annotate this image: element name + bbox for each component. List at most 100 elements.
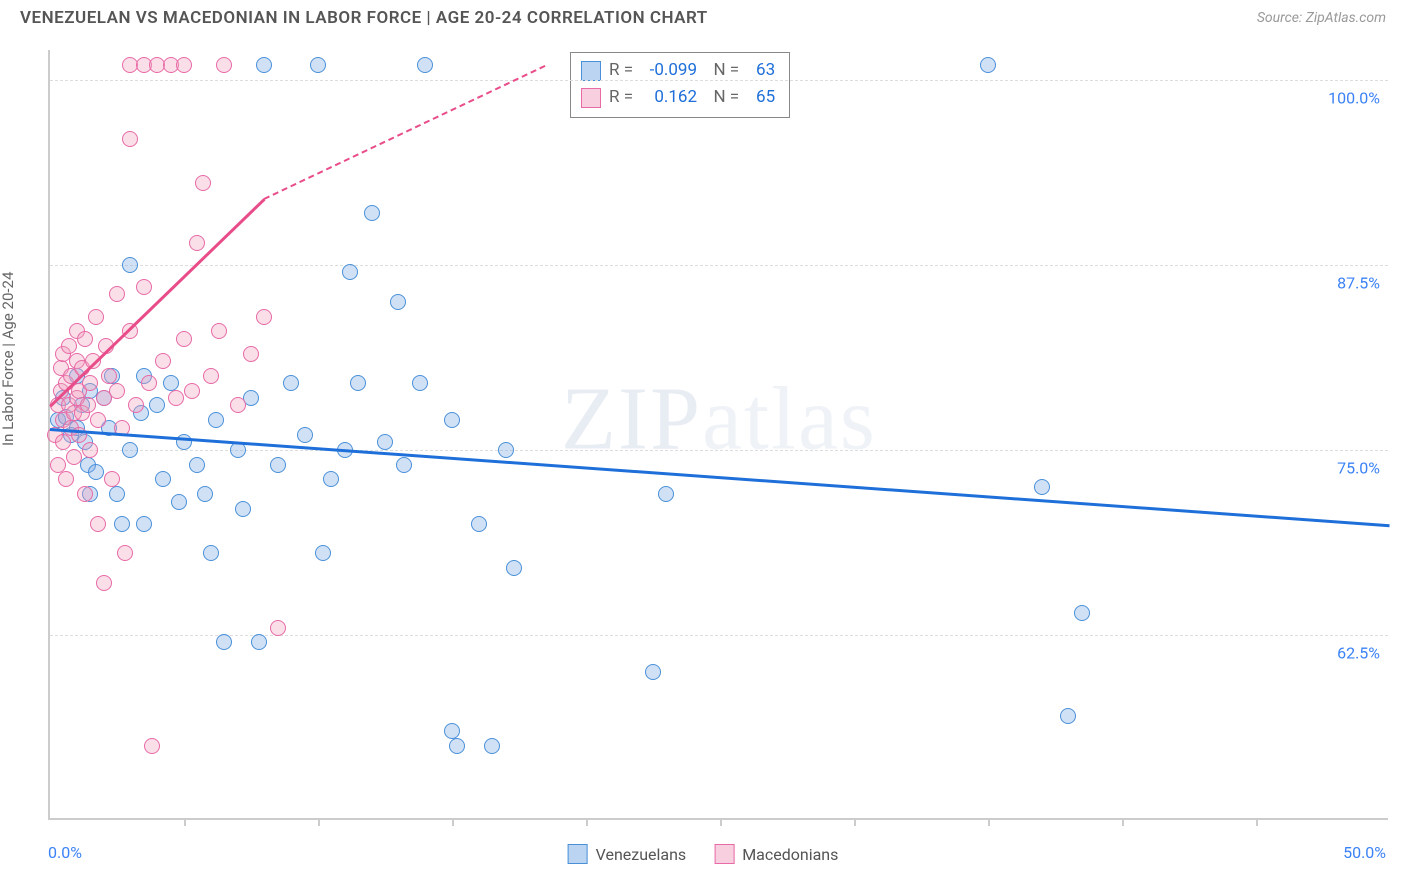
data-point <box>66 449 82 465</box>
stats-row-macedonians: R =0.162 N =65 <box>581 84 775 111</box>
data-point <box>58 471 74 487</box>
data-point <box>498 442 514 458</box>
data-point <box>144 738 160 754</box>
data-point <box>350 375 366 391</box>
data-point <box>310 57 326 73</box>
data-point <box>82 442 98 458</box>
data-point <box>208 412 224 428</box>
data-point <box>1074 605 1090 621</box>
data-point <box>1060 708 1076 724</box>
data-point <box>184 383 200 399</box>
data-point <box>506 560 522 576</box>
data-point <box>195 175 211 191</box>
data-point <box>104 471 120 487</box>
data-point <box>90 412 106 428</box>
gridline <box>50 450 1388 451</box>
data-point <box>90 516 106 532</box>
data-point <box>122 442 138 458</box>
data-point <box>412 375 428 391</box>
data-point <box>122 257 138 273</box>
data-point <box>203 368 219 384</box>
data-point <box>197 486 213 502</box>
data-point <box>342 264 358 280</box>
legend-swatch-pink-icon <box>714 844 734 864</box>
data-point <box>471 516 487 532</box>
swatch-blue-icon <box>581 61 601 81</box>
data-point <box>444 412 460 428</box>
data-point <box>136 516 152 532</box>
data-point <box>109 383 125 399</box>
data-point <box>216 57 232 73</box>
x-tick <box>452 818 454 826</box>
data-point <box>155 471 171 487</box>
data-point <box>444 723 460 739</box>
data-point <box>364 205 380 221</box>
x-axis-min-label: 0.0% <box>48 843 82 862</box>
data-point <box>211 323 227 339</box>
data-point <box>136 279 152 295</box>
legend-item-venezuelans: Venezuelans <box>568 844 687 864</box>
data-point <box>396 457 412 473</box>
x-tick <box>184 818 186 826</box>
data-point <box>88 464 104 480</box>
data-point <box>980 57 996 73</box>
data-point <box>658 486 674 502</box>
data-point <box>484 738 500 754</box>
data-point <box>176 57 192 73</box>
data-point <box>377 434 393 450</box>
x-tick <box>1122 818 1124 826</box>
data-point <box>256 309 272 325</box>
legend-swatch-blue-icon <box>568 844 588 864</box>
y-axis-label: In Labor Force | Age 20-24 <box>0 272 17 446</box>
data-point <box>189 457 205 473</box>
data-point <box>323 471 339 487</box>
data-point <box>297 427 313 443</box>
data-point <box>1034 479 1050 495</box>
x-tick <box>854 818 856 826</box>
data-point <box>203 545 219 561</box>
data-point <box>109 286 125 302</box>
stats-box: R =-0.099 N =63 R =0.162 N =65 <box>570 52 790 118</box>
x-tick <box>1256 818 1258 826</box>
data-point <box>82 375 98 391</box>
data-point <box>61 338 77 354</box>
watermark: ZIPatlas <box>561 367 877 470</box>
gridline <box>50 265 1388 266</box>
trendline <box>49 198 265 407</box>
data-point <box>163 375 179 391</box>
data-point <box>168 390 184 406</box>
data-point <box>109 486 125 502</box>
x-tick <box>586 818 588 826</box>
data-point <box>270 620 286 636</box>
data-point <box>417 57 433 73</box>
data-point <box>50 457 66 473</box>
source-label: Source: ZipAtlas.com <box>1257 10 1386 26</box>
data-point <box>645 664 661 680</box>
swatch-pink-icon <box>581 88 601 108</box>
scatter-chart: ZIPatlas R =-0.099 N =63 R =0.162 N =65 … <box>48 50 1388 820</box>
data-point <box>128 397 144 413</box>
data-point <box>315 545 331 561</box>
data-point <box>449 738 465 754</box>
x-axis-max-label: 50.0% <box>1343 843 1386 862</box>
data-point <box>270 457 286 473</box>
data-point <box>80 397 96 413</box>
data-point <box>155 353 171 369</box>
y-tick-label: 75.0% <box>1337 458 1380 477</box>
legend: Venezuelans Macedonians <box>568 844 839 864</box>
data-point <box>77 486 93 502</box>
gridline <box>50 635 1388 636</box>
legend-item-macedonians: Macedonians <box>714 844 838 864</box>
data-point <box>283 375 299 391</box>
x-tick <box>720 818 722 826</box>
x-tick <box>988 818 990 826</box>
data-point <box>390 294 406 310</box>
data-point <box>141 375 157 391</box>
data-point <box>216 634 232 650</box>
data-point <box>114 516 130 532</box>
data-point <box>230 397 246 413</box>
data-point <box>117 545 133 561</box>
data-point <box>55 434 71 450</box>
x-tick <box>318 818 320 826</box>
data-point <box>171 494 187 510</box>
